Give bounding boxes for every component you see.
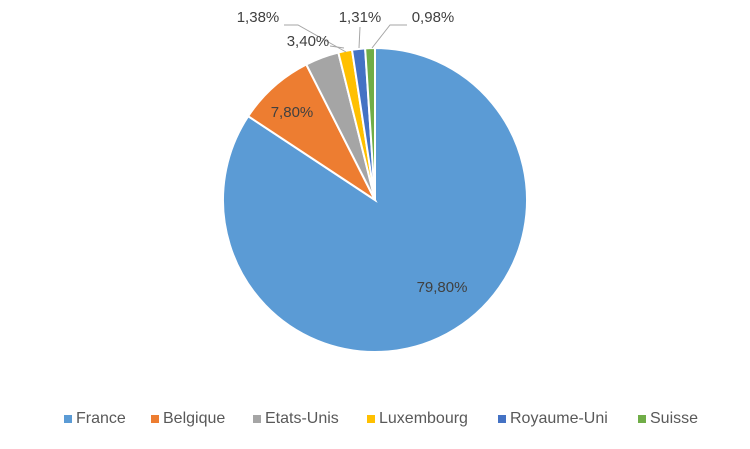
data-label-etats-unis: 3,40% [287,33,330,50]
legend-swatch-france [64,415,72,423]
legend-label-luxembourg: Luxembourg [379,410,468,427]
legend-label-belgique: Belgique [163,410,225,427]
legend-item-suisse: Suisse [638,410,698,427]
legend-label-etats-unis: Etats-Unis [265,410,339,427]
legend-swatch-royaume-uni [498,415,506,423]
legend-item-royaume-uni: Royaume-Uni [498,410,608,427]
data-label-royaume-uni: 1,31% [339,9,382,26]
leader-line-royaume-uni [358,26,361,49]
pie-slice-suisse [364,46,376,201]
data-labels: 79,80% 7,80% 3,40% 1,38% 1,31% 0,98% [237,9,468,296]
leader-line-luxembourg [284,24,347,53]
legend-label-suisse: Suisse [650,410,698,427]
legend-item-luxembourg: Luxembourg [367,410,468,427]
data-label-suisse: 0,98% [412,9,455,26]
data-label-france: 79,80% [417,279,468,296]
legend-item-etats-unis: Etats-Unis [253,410,339,427]
legend-item-france: France [64,410,126,427]
pie-slices [222,46,528,353]
legend: France Belgique Etats-Unis Luxembourg Royaum… [64,410,698,427]
legend-item-belgique: Belgique [151,410,225,427]
legend-label-royaume-uni: Royaume-Uni [510,410,608,427]
legend-swatch-belgique [151,415,159,423]
legend-swatch-suisse [638,415,646,423]
legend-swatch-luxembourg [367,415,375,423]
legend-label-france: France [76,410,126,427]
data-label-belgique: 7,80% [271,104,314,121]
data-label-luxembourg: 1,38% [237,9,280,26]
leader-line-suisse [371,24,407,49]
leader-lines [284,24,407,53]
legend-swatch-etats-unis [253,415,261,423]
